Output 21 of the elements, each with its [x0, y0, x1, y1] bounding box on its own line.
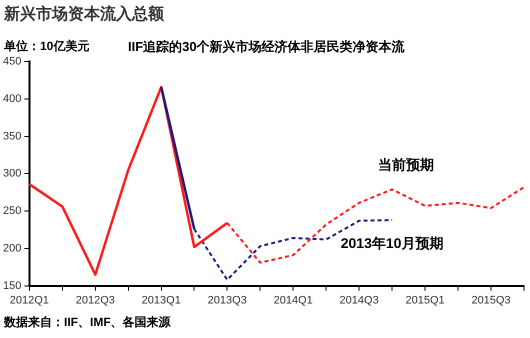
y-tick-label: 450 [2, 56, 22, 68]
y-tick-label: 200 [2, 242, 22, 254]
series-label: 当前预期 [378, 156, 434, 172]
y-tick-label: 250 [2, 205, 22, 218]
x-tick-label: 2013Q3 [208, 294, 247, 306]
x-tick-label: 2015Q3 [471, 294, 511, 306]
chart-subtitle: IIF追踪的30个新兴市场经济体非居民类净资本流 [128, 38, 405, 56]
x-tick-label: 2014Q1 [274, 294, 313, 306]
x-tick-label: 2012Q3 [76, 294, 115, 306]
series-label: 2013年10月预期 [340, 234, 444, 251]
x-tick-label: 2012Q1 [10, 294, 49, 306]
y-tick-label: 400 [2, 93, 22, 105]
x-tick-label: 2014Q3 [340, 294, 379, 306]
x-tick-label: 2015Q1 [405, 294, 445, 306]
y-tick-label: 350 [2, 130, 22, 142]
x-tick-label: 2013Q1 [142, 294, 181, 306]
y-axis-title: 单位：10亿美元 [4, 38, 90, 55]
y-tick-label: 300 [2, 168, 22, 180]
y-tick-label: 150 [2, 280, 22, 292]
text: 数据来自：IIF、IMF、各国来源 [4, 314, 171, 331]
chart-title: 新兴市场资本流入总额 [4, 4, 164, 25]
